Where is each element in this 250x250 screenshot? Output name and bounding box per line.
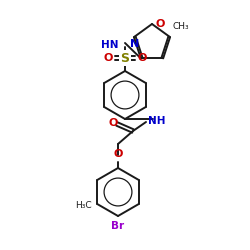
Text: O: O (108, 118, 118, 128)
Text: N: N (130, 39, 140, 49)
Text: Br: Br (112, 221, 124, 231)
Text: CH₃: CH₃ (172, 22, 189, 31)
Text: NH: NH (148, 116, 166, 126)
Text: S: S (120, 52, 130, 64)
Text: O: O (156, 19, 166, 29)
Text: HN: HN (100, 40, 118, 50)
Text: O: O (103, 53, 113, 63)
Text: O: O (137, 53, 147, 63)
Text: H₃C: H₃C (76, 200, 92, 209)
Text: O: O (113, 149, 123, 159)
